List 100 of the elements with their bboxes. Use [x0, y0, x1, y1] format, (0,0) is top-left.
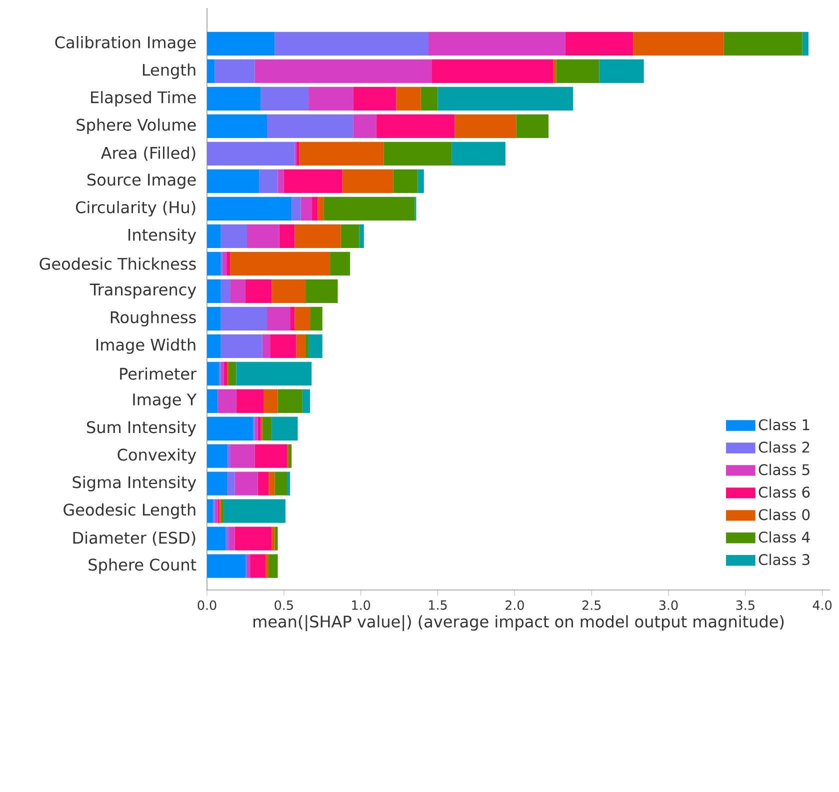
- bar: [224, 362, 227, 386]
- bar: [262, 334, 270, 358]
- bar: [230, 444, 255, 468]
- bar: [802, 32, 808, 56]
- bar: [288, 444, 292, 468]
- bar: [207, 196, 292, 221]
- bar: [393, 169, 418, 194]
- bar: [207, 279, 221, 303]
- bar: [227, 444, 230, 468]
- y-tick-label: Perimeter: [120, 367, 197, 380]
- bar: [254, 59, 432, 84]
- bar: [396, 86, 421, 111]
- bar: [274, 32, 429, 56]
- y-tick-label: Diameter (ESD): [73, 531, 196, 546]
- x-tick-label: 0.5: [274, 600, 293, 610]
- bar: [207, 444, 227, 468]
- bar: [633, 32, 724, 56]
- bar: [420, 86, 438, 111]
- bar: [274, 526, 278, 550]
- y-tick-label: Sphere Count: [88, 558, 196, 574]
- bar: [318, 196, 324, 221]
- legend-label: Class 4: [758, 531, 810, 543]
- bar: [296, 334, 306, 358]
- bar: [310, 306, 322, 330]
- bar: [254, 416, 258, 440]
- bar: [266, 306, 290, 330]
- bar: [305, 279, 338, 303]
- bar: [220, 224, 247, 248]
- bar: [207, 142, 295, 166]
- bar: [272, 416, 298, 440]
- bar: [207, 306, 221, 330]
- bar: [207, 389, 218, 413]
- bar: [272, 526, 275, 550]
- bar: [228, 526, 235, 550]
- x-tick-label: 1.5: [429, 600, 447, 610]
- x-tick-label: 3.0: [659, 600, 678, 610]
- bar: [294, 224, 341, 248]
- bar: [353, 86, 396, 111]
- y-tick-label: Calibration Image: [55, 36, 196, 52]
- bar: [214, 59, 255, 84]
- bar: [214, 499, 218, 523]
- legend-label: Class 3: [758, 554, 810, 566]
- bar: [234, 526, 272, 550]
- y-tick-label: Roughness: [110, 310, 196, 326]
- bar: [278, 169, 284, 194]
- y-tick-label: Source Image: [88, 174, 196, 189]
- bar: [312, 196, 318, 221]
- bar: [207, 169, 260, 194]
- y-tick-label: Image Width: [96, 338, 196, 354]
- y-tick-label: Sigma Intensity: [72, 476, 196, 492]
- bar: [258, 472, 269, 496]
- x-axis-title: mean(|SHAP value|) (average impact on model output magnitude): [254, 615, 784, 632]
- bar: [262, 416, 272, 440]
- x-tick-label: 4.0: [812, 600, 832, 610]
- bar: [207, 554, 246, 578]
- bar: [308, 86, 354, 111]
- bar: [300, 196, 312, 221]
- bar: [384, 142, 452, 166]
- y-tick-label: Image Y: [133, 394, 197, 409]
- bar: [230, 252, 330, 276]
- bar: [340, 224, 360, 248]
- bar: [207, 32, 275, 56]
- bar: [247, 554, 250, 578]
- bar: [452, 142, 506, 166]
- bar: [266, 114, 354, 138]
- bar: [418, 169, 424, 194]
- bar: [342, 169, 394, 194]
- bar: [290, 306, 295, 330]
- bar: [428, 32, 566, 56]
- legend-label: Class 5: [758, 464, 810, 476]
- bar: [225, 526, 229, 550]
- bar: [330, 252, 350, 276]
- bar: [324, 196, 415, 221]
- bar: [207, 114, 267, 138]
- y-tick-label: Geodesic Thickness: [40, 257, 196, 270]
- bar: [250, 554, 266, 578]
- bar: [565, 32, 634, 56]
- bar: [432, 59, 554, 84]
- legend-label: Class 0: [758, 508, 810, 520]
- bar: [268, 554, 278, 578]
- bar: [220, 362, 224, 386]
- bar: [207, 86, 261, 111]
- bar: [247, 224, 280, 248]
- bar: [230, 279, 246, 303]
- y-tick-label: Sphere Volume: [76, 118, 196, 134]
- bar: [220, 334, 262, 358]
- bar: [264, 389, 278, 413]
- bar: [220, 279, 230, 303]
- bar: [220, 499, 224, 523]
- x-tick-label: 1.0: [352, 600, 370, 610]
- bar: [234, 472, 258, 496]
- bar: [279, 224, 295, 248]
- bar: [207, 526, 226, 550]
- bar: [296, 142, 300, 166]
- y-tick-label: Circularity (Hu): [76, 200, 196, 216]
- bar: [207, 416, 254, 440]
- bar: [207, 362, 220, 386]
- bar: [207, 59, 215, 84]
- y-tick-label: Transparency: [90, 284, 196, 299]
- y-tick-label: Area (Filled): [100, 146, 196, 161]
